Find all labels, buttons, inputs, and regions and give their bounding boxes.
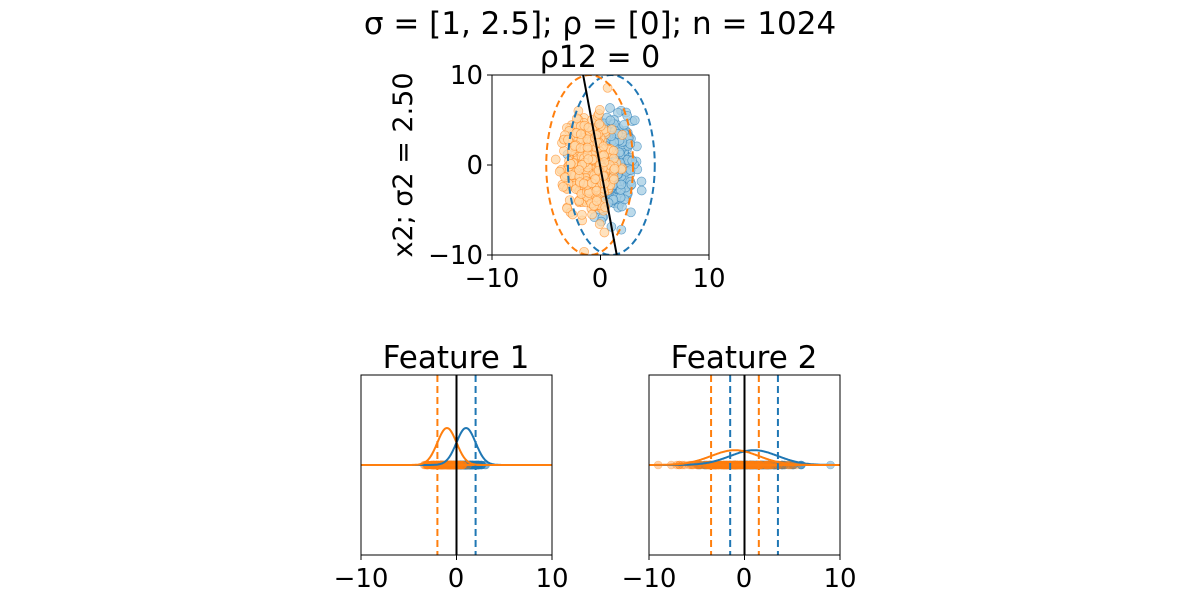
point-class-a (616, 179, 627, 190)
point-class-a (605, 115, 616, 126)
point-class-a (592, 254, 597, 255)
point-class-b (602, 82, 613, 93)
point-class-b (591, 196, 602, 206)
ellipse-class-a (566, 75, 656, 255)
scatter-xtick: 10 (692, 264, 725, 294)
feature1-panel: Feature 1 −10 0 10 (334, 340, 569, 594)
feature2-panel: Feature 2 −10 0 10 (622, 340, 857, 594)
point-class-b (587, 209, 597, 220)
point-class-b (575, 129, 586, 140)
point-class-b (594, 219, 605, 229)
panel-plot-area (649, 375, 840, 555)
point-class-b (594, 119, 605, 129)
point-class-b (617, 130, 628, 140)
point-class-b (574, 165, 584, 175)
point-class-b (560, 172, 570, 183)
scatter-panel: ρ12 = 0 x2; σ2 = 2.50 −10 0 10 10 0 −10 (388, 40, 726, 294)
panel-plot-area (361, 375, 552, 555)
feature2-xtick: 10 (823, 564, 856, 594)
point-class-a (605, 103, 615, 113)
scatter-ylabel: x2; σ2 = 2.50 (388, 72, 419, 257)
scatter-title: ρ12 = 0 (540, 40, 661, 75)
scatter-xtick: −10 (465, 264, 520, 294)
point-class-b (583, 154, 594, 165)
point-class-b (582, 142, 593, 153)
scatter-ytick: 10 (450, 61, 483, 91)
decision-boundary (582, 75, 618, 255)
point-class-b (606, 124, 617, 135)
point-class-b (609, 174, 619, 185)
scatter-frame (491, 74, 710, 256)
feature1-title: Feature 1 (383, 340, 530, 376)
ellipse-class-b (545, 75, 635, 255)
feature2-marks (648, 375, 841, 560)
point-class-a (636, 176, 647, 187)
point-class-b (591, 185, 602, 196)
feature2-xtick: 0 (736, 564, 753, 594)
point-class-a (636, 185, 647, 196)
feature2-frame (648, 374, 841, 556)
point-class-b (594, 105, 605, 115)
point-class-b (599, 157, 610, 168)
point-class-b (559, 146, 569, 156)
scatter-y-ticks: 10 0 −10 (428, 61, 483, 271)
scatter-marks (487, 74, 710, 260)
scatter-ytick: 0 (466, 151, 483, 181)
feature1-xtick: 10 (535, 564, 568, 594)
point-class-b (590, 174, 601, 184)
point-class-b (550, 154, 561, 165)
scatter-xtick: 0 (592, 264, 609, 294)
feature1-marks (360, 375, 553, 560)
point-class-b (558, 181, 568, 192)
point-class-b (577, 209, 587, 220)
point-class-b (598, 141, 609, 152)
scatter-x-ticks: −10 0 10 (465, 264, 726, 294)
point-class-b (578, 178, 589, 189)
feature1-xtick: −10 (334, 564, 389, 594)
feature1-frame (360, 374, 553, 556)
feature2-title: Feature 2 (671, 340, 818, 376)
feature1-xtick: 0 (448, 564, 465, 594)
point-class-a (625, 139, 636, 149)
point-class-b (609, 163, 620, 174)
figure-suptitle: σ = [1, 2.5]; ρ = [0]; n = 1024 (364, 6, 836, 42)
feature2-xtick: −10 (622, 564, 677, 594)
scatter-ytick: −10 (428, 241, 483, 271)
scatter-plot-area (545, 75, 656, 255)
point-class-b (599, 227, 610, 238)
point-class-a (629, 115, 640, 126)
